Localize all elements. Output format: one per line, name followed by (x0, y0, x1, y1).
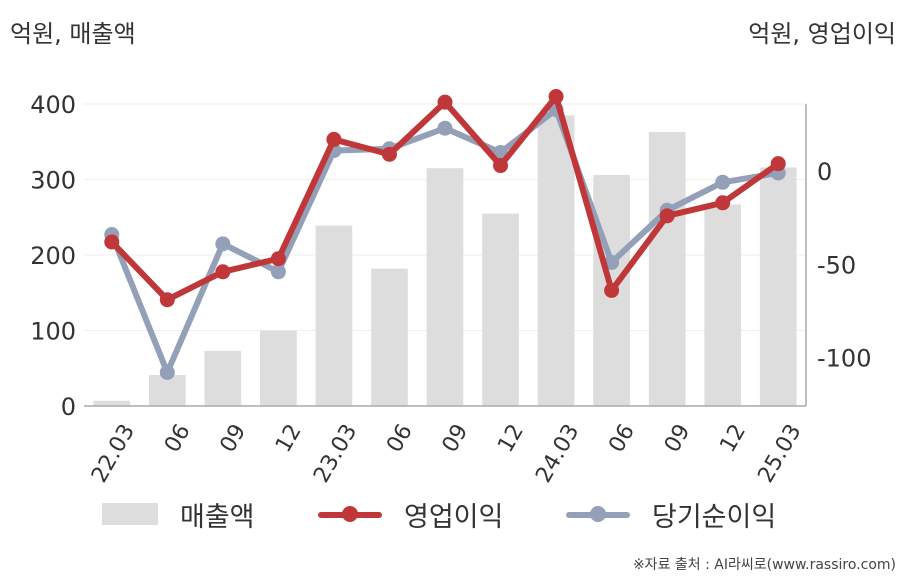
legend-swatch-revenue (102, 503, 158, 525)
operating-profit-point (659, 208, 675, 224)
operating-profit-point (604, 282, 620, 298)
revenue-bar (204, 350, 242, 406)
revenue-bars (93, 115, 797, 406)
operating-profit-point (548, 89, 564, 105)
revenue-bar (426, 168, 464, 406)
net-income-point (715, 174, 731, 190)
left-tick-label: 300 (30, 167, 76, 195)
revenue-bar (759, 167, 797, 406)
left-tick-label: 100 (30, 318, 76, 346)
x-tick-label: 09 (438, 420, 474, 457)
revenue-bar (482, 213, 519, 406)
revenue-bar (260, 330, 297, 406)
x-tick-label: 09 (216, 420, 252, 457)
revenue-bar (148, 375, 186, 406)
operating-profit-point (159, 292, 175, 308)
right-tick-label: 0 (817, 158, 832, 186)
x-tick-label: 24.03 (531, 420, 584, 487)
operating-profit-point (326, 131, 342, 147)
net-income-point (215, 236, 231, 252)
legend-label-revenue: 매출액 (180, 501, 255, 533)
right-tick-label: -50 (817, 251, 856, 279)
left-axis-unit: 억원, 매출액 (10, 20, 136, 48)
chart-legend: 매출액 영업이익 당기순이익 (0, 492, 908, 536)
operating-profit-point (493, 158, 509, 174)
net-income-point (437, 120, 453, 136)
revenue-bar (315, 225, 353, 406)
revenue-bar (537, 115, 575, 406)
x-tick-label: 25.03 (753, 420, 806, 487)
operating-profit-point (715, 195, 731, 211)
right-axis-unit: 억원, 영업이익 (748, 20, 896, 48)
x-tick-label: 06 (604, 420, 640, 457)
legend-item-net-income: 당기순이익 (566, 492, 776, 536)
x-tick-label: 06 (382, 420, 418, 457)
legend-label-net-income: 당기순이익 (652, 501, 777, 533)
legend-swatch-operating-profit (318, 506, 382, 522)
x-tick-label: 09 (660, 420, 696, 457)
x-tick-label: 06 (160, 420, 196, 457)
legend-swatch-net-income (566, 506, 630, 522)
left-tick-label: 200 (30, 242, 76, 270)
operating-profit-point (437, 94, 453, 110)
operating-profit-point (381, 146, 397, 162)
legend-label-operating-profit: 영업이익 (404, 501, 504, 533)
operating-profit-point (270, 251, 286, 267)
x-tick-label: 12 (271, 420, 307, 457)
left-tick-label: 0 (61, 393, 76, 421)
left-tick-label: 400 (30, 91, 76, 119)
revenue-bar (648, 131, 686, 406)
revenue-bar (704, 204, 742, 406)
operating-profit-point (104, 234, 120, 250)
profit-lines (104, 89, 786, 380)
x-tick-label: 12 (715, 420, 751, 457)
right-tick-label: -100 (817, 345, 871, 373)
net-income-point (604, 254, 620, 270)
legend-item-operating-profit: 영업이익 (318, 492, 503, 536)
operating-profit-point (770, 156, 786, 172)
net-income-point (159, 364, 175, 380)
source-credit: ※자료 출처 : AI라씨로(www.rassiro.com) (632, 557, 896, 573)
x-tick-label: 23.03 (309, 420, 362, 487)
revenue-bar (371, 268, 408, 406)
x-tick-label: 12 (493, 420, 529, 457)
net-income-point (270, 264, 286, 280)
axes (84, 104, 807, 407)
operating-profit-point (215, 264, 231, 280)
legend-item-revenue: 매출액 (102, 492, 255, 536)
x-tick-label: 22.03 (87, 420, 140, 487)
revenue-bar (93, 400, 131, 406)
